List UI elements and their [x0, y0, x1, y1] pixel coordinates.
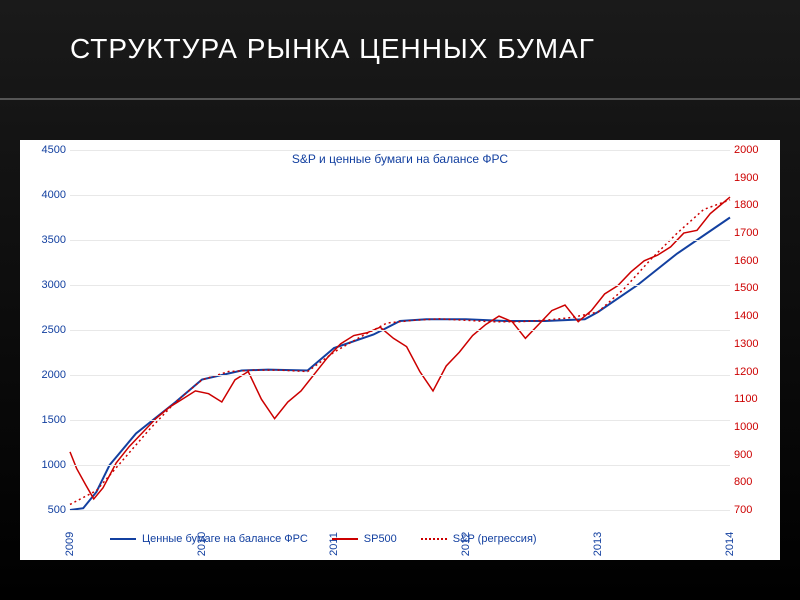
y-right-tick-label: 1300: [730, 338, 758, 350]
legend-swatch: [421, 538, 447, 540]
x-tick-label: 2009: [64, 532, 76, 556]
slide-title-bar: СТРУКТУРА РЫНКА ЦЕННЫХ БУМАГ: [0, 0, 800, 100]
grid-line: [70, 285, 730, 286]
y-left-tick-label: 2500: [42, 324, 70, 336]
y-right-tick-label: 900: [730, 449, 752, 461]
legend-item-frs_balance: Ценные бумаге на балансе ФРС: [110, 533, 308, 545]
legend-item-sp500: SP500: [332, 533, 397, 545]
legend-label: S&P (регрессия): [453, 533, 537, 545]
chart-container: S&P и ценные бумаги на балансе ФРС 50010…: [20, 140, 780, 560]
y-right-tick-label: 1100: [730, 393, 758, 405]
y-left-tick-label: 1500: [42, 414, 70, 426]
series-frs_balance: [70, 218, 730, 511]
slide-title: СТРУКТУРА РЫНКА ЦЕННЫХ БУМАГ: [70, 33, 595, 65]
series-sp_regression: [70, 200, 730, 505]
y-right-tick-label: 800: [730, 476, 752, 488]
legend-swatch: [110, 538, 136, 540]
grid-line: [70, 510, 730, 511]
grid-line: [70, 330, 730, 331]
y-right-tick-label: 700: [730, 504, 752, 516]
y-right-tick-label: 1600: [730, 255, 758, 267]
grid-line: [70, 375, 730, 376]
y-right-tick-label: 1800: [730, 199, 758, 211]
plot-area: S&P и ценные бумаги на балансе ФРС 50010…: [70, 150, 730, 510]
y-right-tick-label: 1500: [730, 282, 758, 294]
legend-label: Ценные бумаге на балансе ФРС: [142, 533, 308, 545]
y-right-tick-label: 1000: [730, 421, 758, 433]
legend-swatch: [332, 538, 358, 540]
legend-label: SP500: [364, 533, 397, 545]
grid-line: [70, 420, 730, 421]
y-left-tick-label: 500: [48, 504, 70, 516]
legend-item-sp_regression: S&P (регрессия): [421, 533, 537, 545]
y-left-tick-label: 1000: [42, 459, 70, 471]
y-left-tick-label: 4500: [42, 144, 70, 156]
y-left-tick-label: 4000: [42, 189, 70, 201]
grid-line: [70, 240, 730, 241]
y-left-tick-label: 3000: [42, 279, 70, 291]
chart-legend: Ценные бумаге на балансе ФРС SP500 S&P (ре…: [110, 533, 740, 545]
y-right-tick-label: 1900: [730, 172, 758, 184]
grid-line: [70, 465, 730, 466]
y-right-tick-label: 2000: [730, 144, 758, 156]
y-left-tick-label: 2000: [42, 369, 70, 381]
y-left-tick-label: 3500: [42, 234, 70, 246]
grid-line: [70, 150, 730, 151]
series-sp500: [70, 197, 730, 499]
y-right-tick-label: 1700: [730, 227, 758, 239]
y-right-tick-label: 1200: [730, 366, 758, 378]
grid-line: [70, 195, 730, 196]
y-right-tick-label: 1400: [730, 310, 758, 322]
